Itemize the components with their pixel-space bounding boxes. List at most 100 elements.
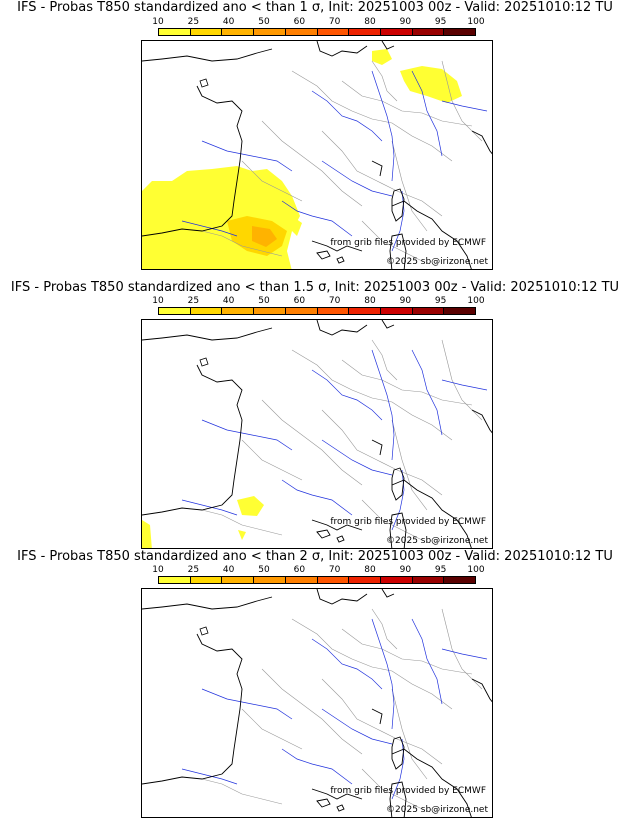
panel-title: IFS - Probas T850 standardized ano < tha… xyxy=(10,280,620,295)
credit-copyright: ©2025 sb@irizone.net xyxy=(386,257,488,267)
panel-title: IFS - Probas T850 standardized ano < tha… xyxy=(17,549,613,564)
colorbar-segment xyxy=(349,577,381,583)
colorbar-tick-label: 95 xyxy=(434,296,447,306)
corsica-island xyxy=(391,188,405,222)
colorbar-tick-label: 70 xyxy=(328,296,341,306)
colorbar-segment xyxy=(380,29,413,35)
colorbar-tick-label: 95 xyxy=(434,565,447,575)
coastline xyxy=(142,41,492,269)
credit-copyright: ©2025 sb@irizone.net xyxy=(386,536,488,546)
colorbar-segment xyxy=(159,29,191,35)
colorbar-tick-label: 100 xyxy=(467,17,485,27)
colorbar-segment xyxy=(412,308,445,314)
map-canvas xyxy=(142,589,492,817)
geography xyxy=(142,320,492,548)
map-frame: from grib files provided by ECMWF ©2025 … xyxy=(141,40,493,270)
colorbar-tick-label: 80 xyxy=(364,565,376,575)
colorbar-segment xyxy=(159,577,191,583)
map-canvas xyxy=(142,41,492,269)
colorbar-segment xyxy=(159,308,191,314)
colorbar-segment xyxy=(349,308,381,314)
colorbar-segment xyxy=(412,577,445,583)
balearic-islands xyxy=(316,250,345,264)
prob-area-germany xyxy=(400,66,462,103)
colorbar-tick-label: 50 xyxy=(258,296,270,306)
colorbar-segment xyxy=(317,29,350,35)
channel-islands xyxy=(199,78,209,88)
colorbar-tick-label: 70 xyxy=(328,17,341,27)
colorbar-segment xyxy=(222,577,255,583)
credit-grib: from grib files provided by ECMWF xyxy=(330,786,486,796)
colorbar-tick-label: 25 xyxy=(187,565,200,575)
border-lines xyxy=(201,339,483,541)
colorbar-segment xyxy=(380,308,413,314)
colorbar-tick-label: 40 xyxy=(222,17,235,27)
colorbar-tick-label: 80 xyxy=(364,17,376,27)
colorbar-segment xyxy=(285,29,318,35)
colorbar-segment xyxy=(254,308,286,314)
colorbar-tick-label: 60 xyxy=(293,565,306,575)
colorbar-tick-label: 100 xyxy=(467,296,485,306)
map-frame: from grib files provided by ECMWF ©2025 … xyxy=(141,319,493,549)
credit-copyright: ©2025 sb@irizone.net xyxy=(386,805,488,815)
colorbar-ticks: 10 25 40 50 60 70 80 90 95 100 xyxy=(152,564,484,576)
river-lines xyxy=(181,349,488,531)
border-lines xyxy=(201,60,483,262)
channel-islands xyxy=(199,626,209,636)
colorbar-tick-label: 90 xyxy=(399,17,412,27)
colorbar-tick-label: 80 xyxy=(364,296,376,306)
map-panel-2: IFS - Probas T850 standardized ano < tha… xyxy=(0,276,630,549)
prob-area-belgium xyxy=(372,49,392,65)
coastline xyxy=(142,320,492,548)
colorbar-segment xyxy=(349,29,381,35)
colorbar-tick-label: 95 xyxy=(434,17,447,27)
colorbar-tick-label: 50 xyxy=(258,565,270,575)
colorbar-segment xyxy=(222,29,255,35)
balearic-islands xyxy=(316,529,345,543)
colorbar-tick-label: 10 xyxy=(152,296,164,306)
sardinia-island xyxy=(389,781,407,817)
credit-grib: from grib files provided by ECMWF xyxy=(330,238,486,248)
sardinia-island xyxy=(389,233,407,269)
colorbar-tick-label: 60 xyxy=(293,296,306,306)
colorbar-tick-label: 40 xyxy=(222,296,235,306)
credit-grib: from grib files provided by ECMWF xyxy=(330,517,486,527)
channel-islands xyxy=(199,357,209,367)
prob-area-small xyxy=(238,530,246,540)
colorbar-tick-label: 90 xyxy=(399,565,412,575)
border-lines xyxy=(201,608,483,810)
colorbar-segment xyxy=(317,577,350,583)
corsica-island xyxy=(391,736,405,770)
prob-shading xyxy=(142,496,264,548)
colorbar-segment xyxy=(285,308,318,314)
colorbar-segment xyxy=(444,308,476,314)
colorbar-segment xyxy=(444,577,476,583)
colorbar-segment xyxy=(222,308,255,314)
colorbar-segment xyxy=(254,577,286,583)
colorbar-tick-label: 100 xyxy=(467,565,485,575)
map-frame: from grib files provided by ECMWF ©2025 … xyxy=(141,588,493,818)
prob-area-pyrenees xyxy=(237,496,264,516)
prob-area-pyrenees-core xyxy=(252,226,277,247)
colorbar-segment xyxy=(380,577,413,583)
colorbar-segment xyxy=(190,577,223,583)
colorbar-ticks: 10 25 40 50 60 70 80 90 95 100 xyxy=(152,295,484,307)
colorbar-segment xyxy=(254,29,286,35)
balearic-islands xyxy=(316,798,345,812)
sardinia-island xyxy=(389,512,407,548)
colorbar xyxy=(158,307,476,315)
colorbar-tick-label: 10 xyxy=(152,565,164,575)
colorbar-tick-label: 70 xyxy=(328,565,341,575)
corsica-island xyxy=(391,467,405,501)
colorbar-segment xyxy=(444,29,476,35)
colorbar-tick-label: 25 xyxy=(187,17,200,27)
colorbar-segment xyxy=(412,29,445,35)
colorbar xyxy=(158,576,476,584)
colorbar-tick-label: 10 xyxy=(152,17,164,27)
colorbar-tick-label: 25 xyxy=(187,296,200,306)
panel-title: IFS - Probas T850 standardized ano < tha… xyxy=(17,0,613,15)
colorbar xyxy=(158,28,476,36)
colorbar-tick-label: 50 xyxy=(258,17,270,27)
map-canvas xyxy=(142,320,492,548)
colorbar-tick-label: 60 xyxy=(293,17,306,27)
